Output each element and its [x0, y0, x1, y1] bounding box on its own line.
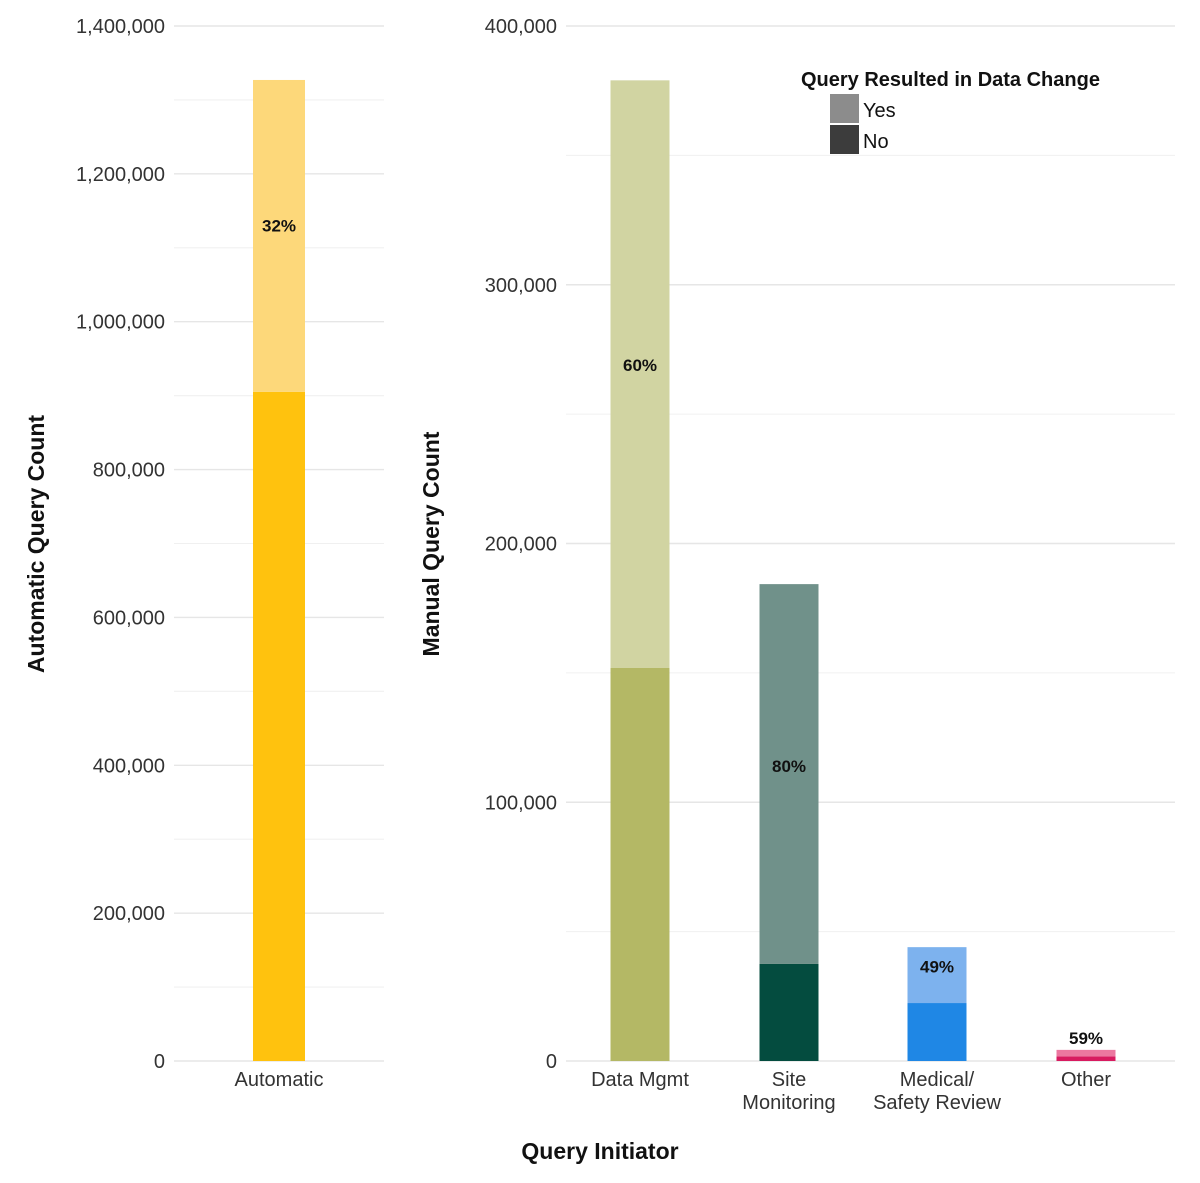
y-tick-label: 200,000: [93, 903, 165, 925]
manual-bars: [610, 80, 1116, 1061]
bar-other-yes: [1056, 1049, 1116, 1057]
automatic-x-ticks: Automatic: [235, 1069, 324, 1091]
manual-y-ticks: 0 100,000 200,000 300,000 400,000: [485, 16, 557, 1073]
x-tick-label-data-mgmt: Data Mgmt: [591, 1069, 689, 1091]
y-tick-label: 1,000,000: [76, 312, 165, 334]
bar-site-monitoring-no: [759, 963, 819, 1061]
legend-label-yes: Yes: [863, 100, 896, 122]
bar-automatic-no: [253, 391, 305, 1062]
y-tick-label: 0: [154, 1051, 165, 1073]
legend-title: Query Resulted in Data Change: [801, 69, 1100, 91]
bar-data-mgmt-no: [610, 667, 670, 1061]
bar-medical-safety-review-no: [907, 1003, 967, 1061]
legend-label-no: No: [863, 131, 889, 153]
bar-percent-label-automatic: 32%: [262, 217, 296, 236]
y-tick-label: 600,000: [93, 607, 165, 629]
bar-percent-label-medical-safety-review: 49%: [920, 958, 954, 977]
x-tick-label-other: Other: [1061, 1069, 1111, 1091]
bar-percent-label-data-mgmt: 60%: [623, 356, 657, 375]
y-tick-label: 200,000: [485, 534, 557, 556]
automatic-y-ticks: 0 200,000 400,000 600,000 800,000 1,000,000 1,…: [76, 16, 165, 1073]
y-tick-label: 1,400,000: [76, 16, 165, 38]
legend: Query Resulted in Data Change Yes No: [801, 69, 1100, 154]
manual-x-ticks: Data Mgmt Site Monitoring Medical/Safety Re…: [591, 1069, 1111, 1114]
bar-other-no: [1056, 1056, 1116, 1061]
bar-site-monitoring-yes: [759, 584, 819, 964]
y-tick-label: 400,000: [93, 755, 165, 777]
automatic-panel: 0 200,000 400,000 600,000 800,000 1,000,000 1,…: [23, 16, 384, 1091]
bar-percent-label-site-monitoring: 80%: [772, 757, 806, 776]
manual-y-axis-title: Manual Query Count: [418, 431, 444, 656]
x-axis-title: Query Initiator: [521, 1138, 678, 1164]
manual-bar-labels: 60% 80% 49% 59%: [623, 356, 1103, 1048]
y-tick-label: 800,000: [93, 460, 165, 482]
automatic-y-axis-title: Automatic Query Count: [23, 415, 49, 673]
bar-percent-label-other: 59%: [1069, 1029, 1103, 1048]
legend-swatch-yes: [830, 94, 859, 123]
bar-data-mgmt-yes: [610, 80, 670, 668]
y-tick-label: 0: [546, 1051, 557, 1073]
y-tick-label: 1,200,000: [76, 164, 165, 186]
legend-swatch-no: [830, 125, 859, 154]
y-tick-label: 300,000: [485, 275, 557, 297]
automatic-bar-labels: 32%: [262, 217, 296, 236]
x-tick-label-site-monitoring: Site Monitoring: [742, 1069, 835, 1114]
x-tick-label-automatic: Automatic: [235, 1069, 324, 1091]
automatic-bars: [253, 79, 305, 1062]
manual-panel: 0 100,000 200,000 300,000 400,000 60% 80% 49% 5…: [418, 16, 1175, 1114]
y-tick-label: 100,000: [485, 792, 557, 814]
y-tick-label: 400,000: [485, 16, 557, 38]
x-tick-label-medical-safety-review: Medical/Safety Review: [873, 1069, 1001, 1114]
bar-automatic-yes: [253, 79, 305, 392]
bar-medical-safety-review-yes: [907, 947, 967, 1004]
